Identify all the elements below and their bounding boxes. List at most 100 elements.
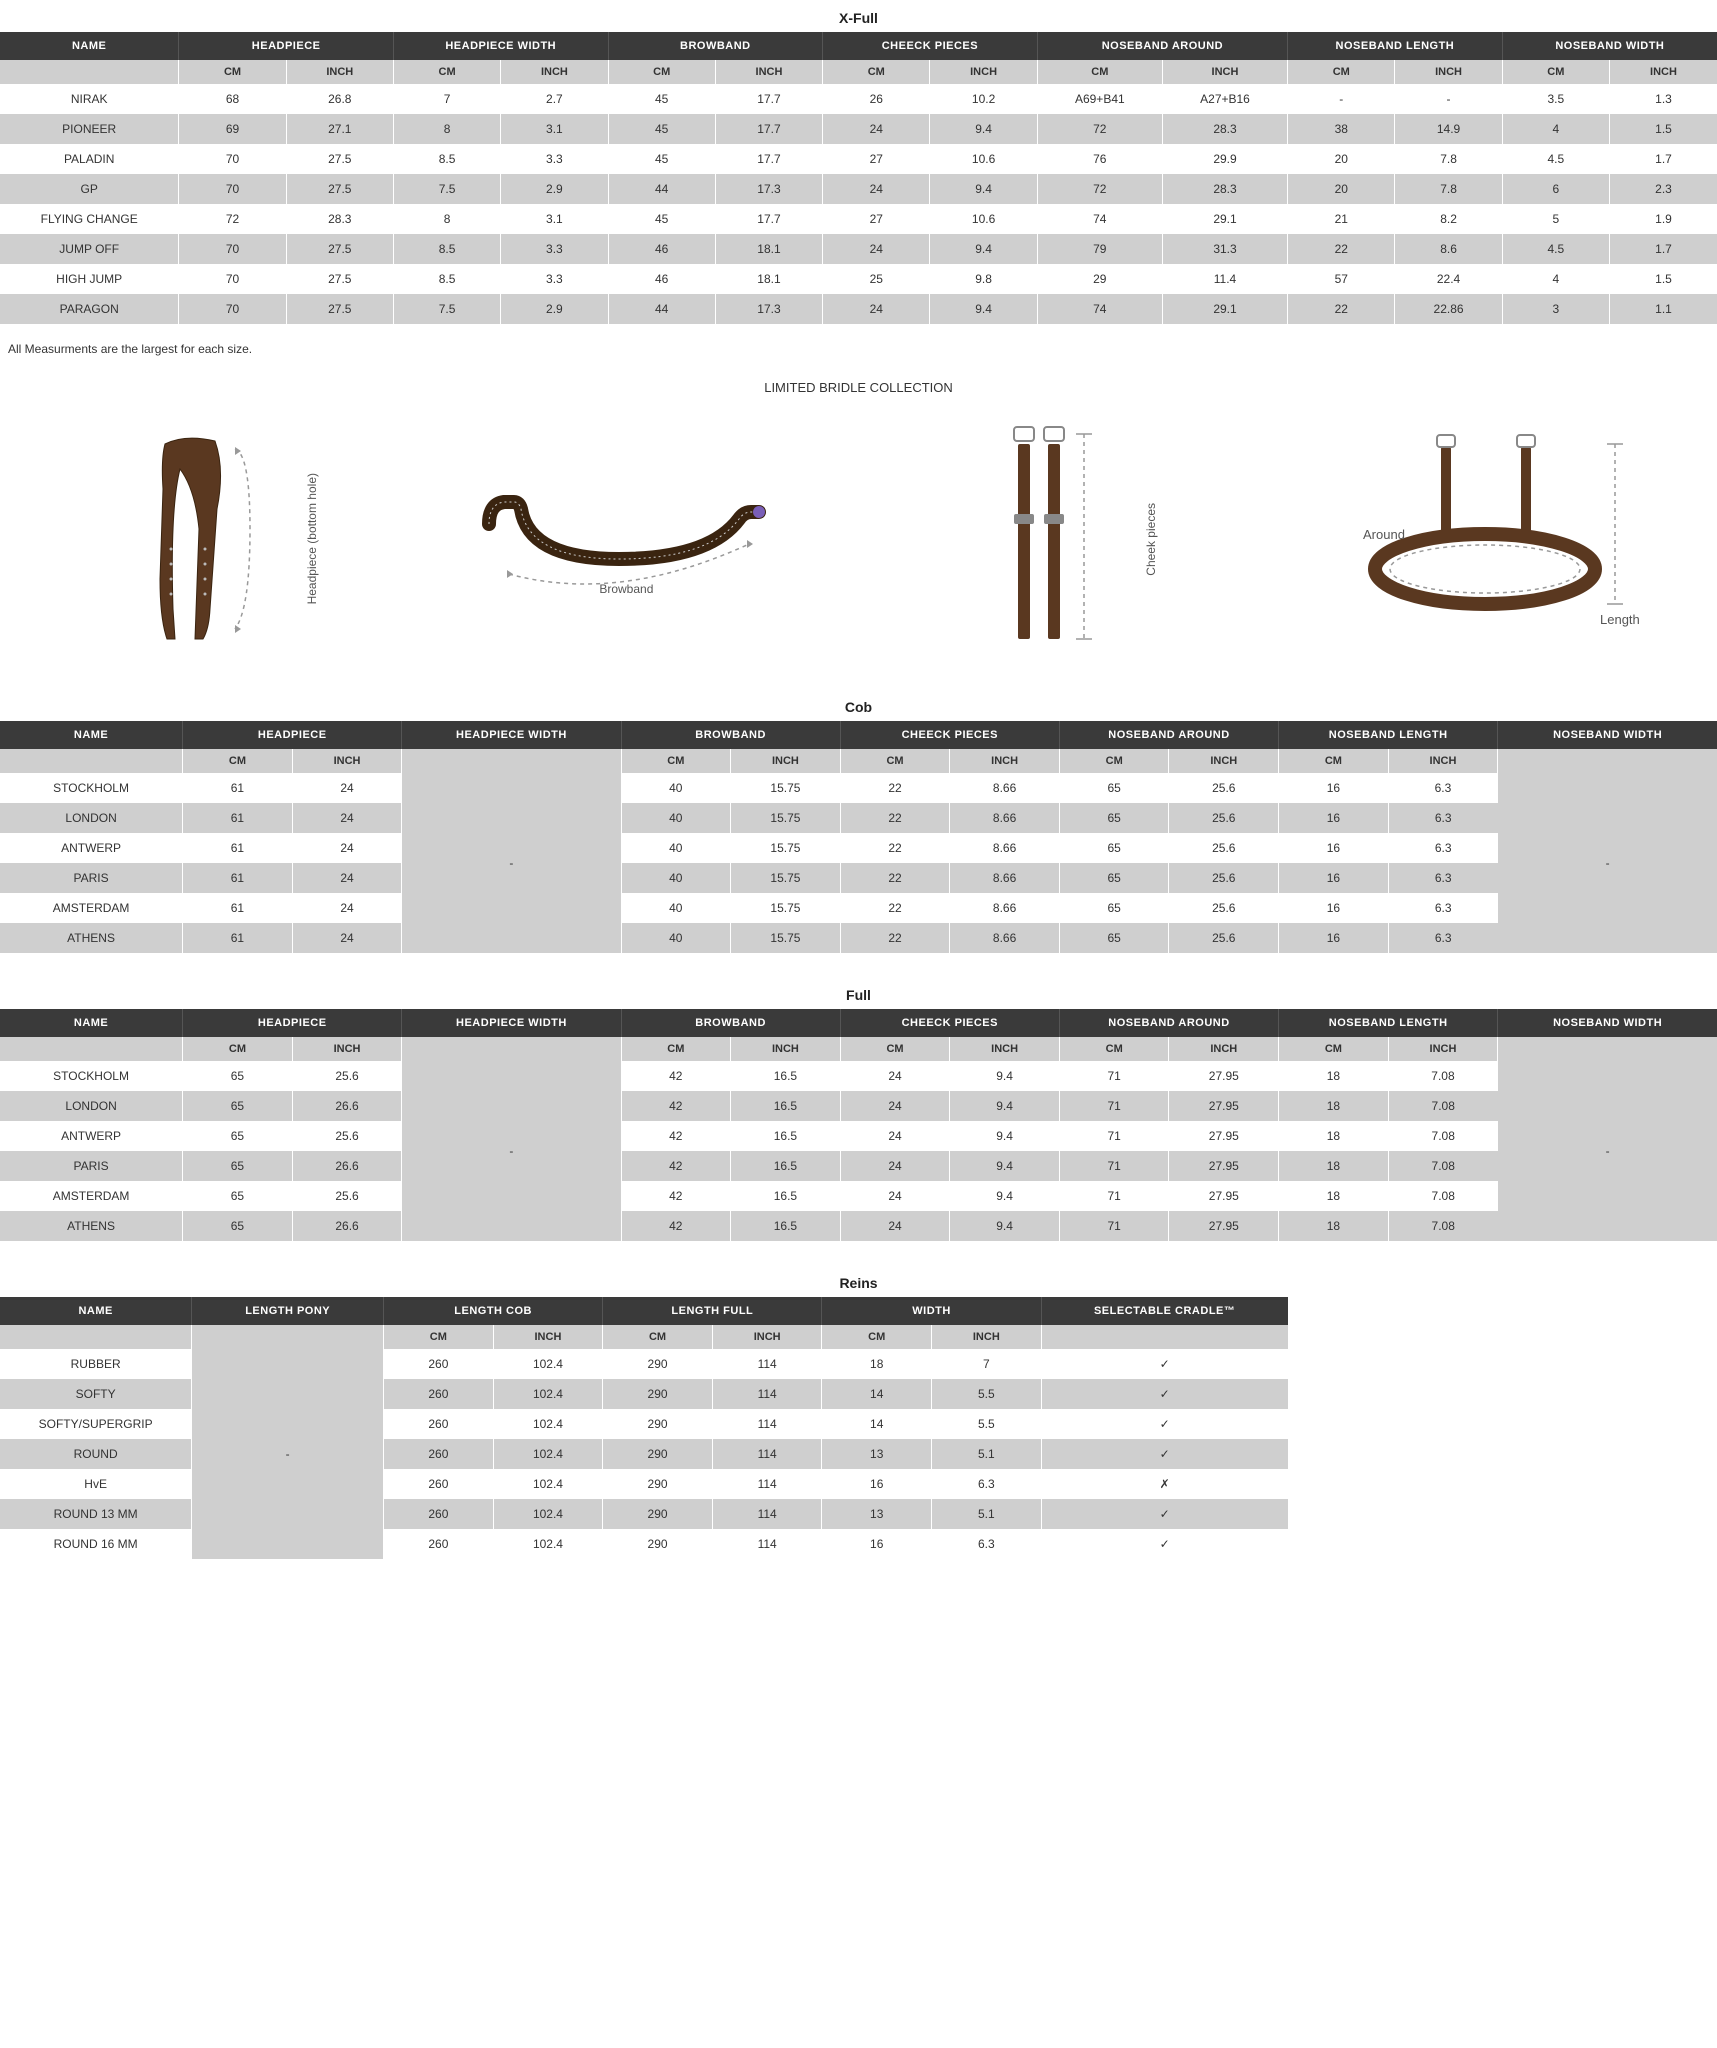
cell: 25.6 [292, 1121, 402, 1151]
cell: 24 [292, 923, 402, 953]
cell: 61 [183, 923, 293, 953]
cell: 6.3 [1388, 893, 1498, 923]
col-headpiece: HEADPIECE [183, 1009, 402, 1037]
col-cradle: SELECTABLE CRADLE™ [1041, 1297, 1288, 1325]
cell: 27.95 [1169, 1181, 1279, 1211]
table-row: STOCKHOLM6124-4015.75228.666525.6166.3- [0, 773, 1717, 803]
headpiece-icon [125, 429, 305, 649]
cell: 15.75 [731, 893, 841, 923]
unit-inch: INCH [950, 749, 1060, 773]
cell: 40 [621, 773, 731, 803]
cell: SOFTY/SUPERGRIP [0, 1409, 192, 1439]
cell: 9.4 [950, 1151, 1060, 1181]
cell: 21 [1288, 204, 1395, 234]
cell: 8.66 [950, 833, 1060, 863]
unit-cm: CM [1279, 749, 1389, 773]
cell: 15.75 [731, 803, 841, 833]
cell: 114 [712, 1499, 822, 1529]
xfull-title: X-Full [0, 0, 1717, 32]
table-row: FLYING CHANGE7228.383.14517.72710.67429.… [0, 204, 1717, 234]
cell: 8.6 [1395, 234, 1502, 264]
cell: 7.08 [1388, 1091, 1498, 1121]
cell: 71 [1059, 1151, 1169, 1181]
unit-cm: CM [384, 1325, 494, 1349]
cell: 25.6 [1169, 923, 1279, 953]
unit-inch: INCH [292, 1037, 402, 1061]
cell: 14 [822, 1409, 932, 1439]
col-length-cob: LENGTH COB [384, 1297, 603, 1325]
cell: 71 [1059, 1091, 1169, 1121]
cell: 290 [603, 1379, 713, 1409]
cell: RUBBER [0, 1349, 192, 1379]
cell: 102.4 [493, 1499, 603, 1529]
cell: 9.4 [950, 1061, 1060, 1091]
cell: 18 [1279, 1211, 1389, 1241]
cell: ✗ [1041, 1469, 1288, 1499]
cell: 17.7 [715, 114, 822, 144]
unit-inch: INCH [286, 60, 393, 84]
cell: 24 [823, 174, 930, 204]
cell: SOFTY [0, 1379, 192, 1409]
cell: 9.4 [950, 1121, 1060, 1151]
unit-inch: INCH [292, 749, 402, 773]
cell: 16.5 [731, 1211, 841, 1241]
cell: ANTWERP [0, 1121, 183, 1151]
col-browband: BROWBAND [621, 721, 840, 749]
cell: 44 [608, 174, 715, 204]
col-headpiece-width: HEADPIECE WIDTH [402, 1009, 621, 1037]
unit-cm: CM [1279, 1037, 1389, 1061]
table-row: ANTWERP6525.64216.5249.47127.95187.08 [0, 1121, 1717, 1151]
unit-cm: CM [1037, 60, 1162, 84]
cell: 24 [840, 1061, 950, 1091]
cell: 27.95 [1169, 1121, 1279, 1151]
unit-inch: INCH [950, 1037, 1060, 1061]
cell: 27.5 [286, 294, 393, 324]
cell: 72 [1037, 174, 1162, 204]
cell: 22 [840, 803, 950, 833]
cell: 69 [179, 114, 286, 144]
cell: 9.4 [950, 1181, 1060, 1211]
cell: 290 [603, 1499, 713, 1529]
cell: PIONEER [0, 114, 179, 144]
cell: 27 [823, 144, 930, 174]
unit-cm: CM [183, 749, 293, 773]
cell: 18 [1279, 1061, 1389, 1091]
cell: 102.4 [493, 1469, 603, 1499]
cell: PALADIN [0, 144, 179, 174]
cell: 2.7 [501, 84, 608, 114]
col-noseband-width: NOSEBAND WIDTH [1498, 1009, 1717, 1037]
table-row: PIONEER6927.183.14517.7249.47228.33814.9… [0, 114, 1717, 144]
cell: 260 [384, 1439, 494, 1469]
cell: 76 [1037, 144, 1162, 174]
cell: HvE [0, 1469, 192, 1499]
cell: 5.1 [932, 1439, 1042, 1469]
cell: 65 [183, 1121, 293, 1151]
cell: 27.5 [286, 144, 393, 174]
unit-cm: CM [823, 60, 930, 84]
cell: 20 [1288, 144, 1395, 174]
cell: AMSTERDAM [0, 893, 183, 923]
cell: 26.6 [292, 1091, 402, 1121]
cell: 65 [183, 1181, 293, 1211]
cell: FLYING CHANGE [0, 204, 179, 234]
unit-inch: INCH [1388, 749, 1498, 773]
cell: 27.95 [1169, 1061, 1279, 1091]
cell: 15.75 [731, 923, 841, 953]
unit-cm: CM [179, 60, 286, 84]
cell: 10.2 [930, 84, 1037, 114]
cell: 45 [608, 114, 715, 144]
table-row: ANTWERP61244015.75228.666525.6166.3 [0, 833, 1717, 863]
cell: 61 [183, 803, 293, 833]
cell: ROUND 13 MM [0, 1499, 192, 1529]
cell: NIRAK [0, 84, 179, 114]
col-length-pony: LENGTH PONY [192, 1297, 384, 1325]
table-row: PARAGON7027.57.52.94417.3249.47429.12222… [0, 294, 1717, 324]
cell: 7.8 [1395, 144, 1502, 174]
cell: 27.95 [1169, 1091, 1279, 1121]
cell: 16 [822, 1469, 932, 1499]
cell: 29.1 [1162, 294, 1287, 324]
diagram-row: Headpiece (bottom hole) Browband Cheek p… [0, 409, 1717, 689]
cell: 18 [1279, 1121, 1389, 1151]
cell: PARIS [0, 1151, 183, 1181]
unit-inch: INCH [731, 1037, 841, 1061]
